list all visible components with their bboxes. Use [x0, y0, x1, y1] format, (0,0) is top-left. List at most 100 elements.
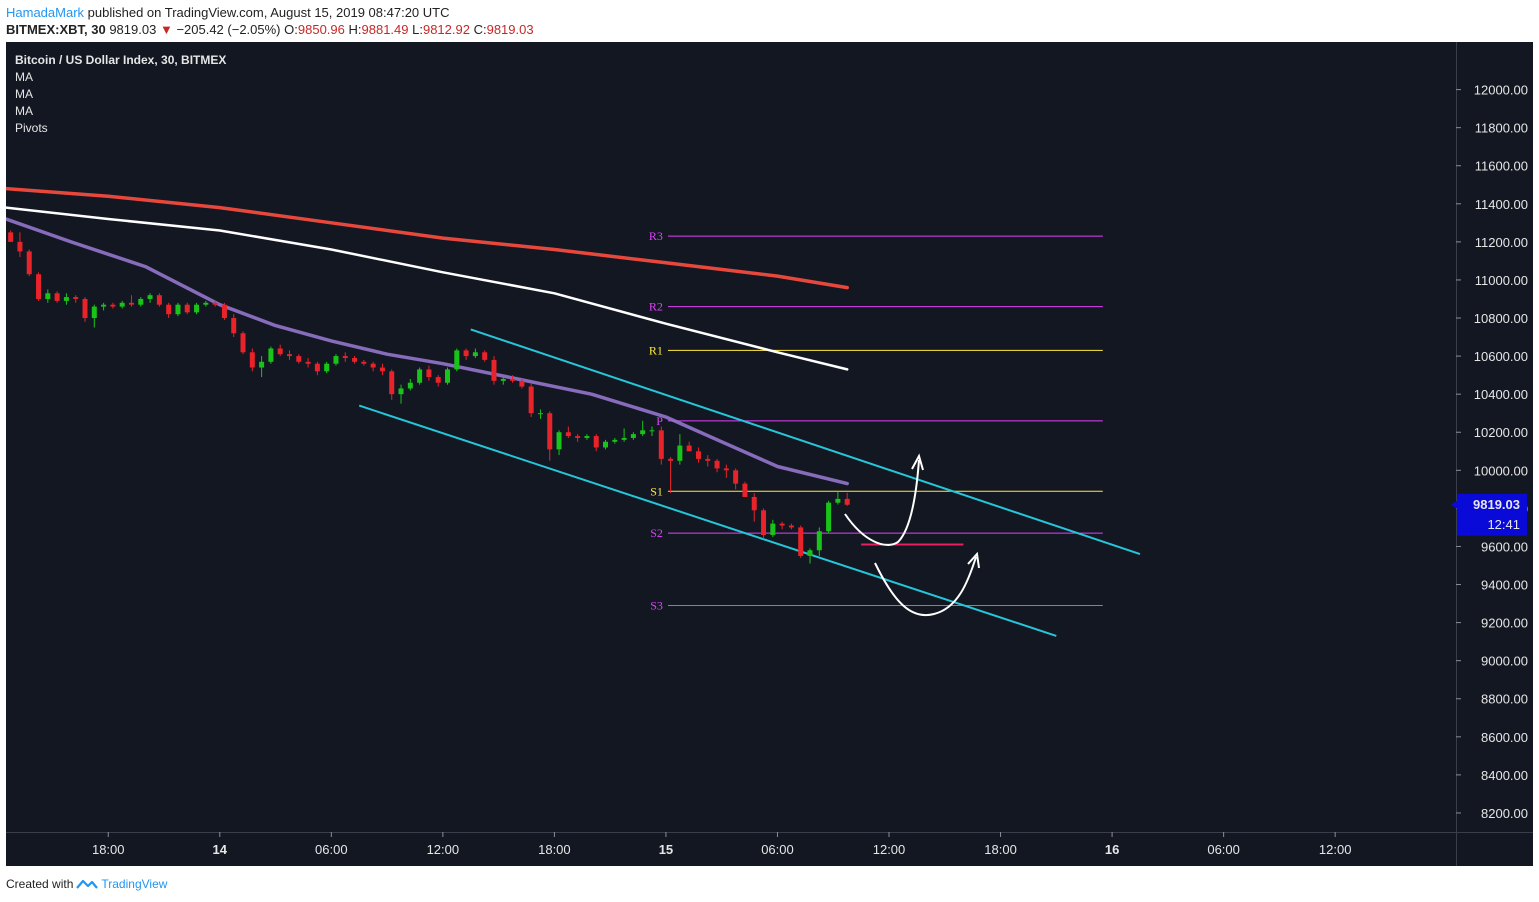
candle-up — [417, 369, 423, 383]
projection-arrow-1 — [844, 459, 920, 546]
candle-down — [491, 359, 497, 381]
last-price-label-pointer — [1451, 500, 1457, 509]
channel-line-lower — [358, 404, 1057, 637]
candle-down — [463, 350, 469, 357]
candle-down — [212, 302, 218, 305]
candle-up — [454, 350, 460, 370]
candle-down — [277, 348, 283, 355]
y-tick-label: 10400.00 — [1474, 387, 1528, 402]
candle-down — [482, 352, 488, 360]
candle-down — [714, 460, 720, 469]
candle-down — [547, 413, 553, 450]
candle-up — [603, 441, 609, 448]
candle-up — [649, 430, 655, 432]
candle-down — [231, 318, 237, 334]
candle-down — [184, 304, 190, 313]
candle-down — [17, 241, 23, 252]
candle-down — [528, 386, 534, 414]
y-tick-label: 8200.00 — [1481, 806, 1528, 821]
pivot-label-s1: S1 — [650, 484, 663, 498]
candle-down — [761, 510, 767, 536]
legend-item-ma-2[interactable]: MA — [15, 87, 33, 101]
candle-down — [435, 377, 441, 383]
created-with-text: Created with — [6, 877, 74, 891]
candle-down — [36, 274, 42, 299]
low-value: 9812.92 — [422, 22, 470, 37]
projection-arrow-1-head — [911, 453, 924, 471]
candle-down — [705, 458, 711, 461]
candle-up — [445, 369, 451, 383]
candle-up — [826, 502, 832, 532]
candle-down — [723, 468, 729, 471]
pivot-label-s3: S3 — [650, 598, 663, 612]
candle-up — [807, 550, 813, 556]
x-tick-label: 18:00 — [538, 842, 571, 857]
chart-legend: Bitcoin / US Dollar Index, 30, BITMEX MA… — [15, 52, 226, 137]
candle-up — [407, 382, 413, 389]
legend-item-ma-1[interactable]: MA — [15, 70, 33, 84]
y-tick-label: 11600.00 — [1475, 159, 1528, 174]
candle-down — [221, 304, 227, 319]
x-tick-label: 12:00 — [427, 842, 460, 857]
x-tick-label: 18:00 — [92, 842, 125, 857]
x-tick-label: 15 — [659, 842, 673, 857]
last-price: 9819.03 — [109, 22, 157, 37]
x-tick-label: 12:00 — [1319, 842, 1352, 857]
tradingview-brand-link[interactable]: TradingView — [101, 877, 168, 891]
channel-line-upper — [470, 328, 1141, 556]
pivot-label-r3: R3 — [649, 229, 663, 243]
y-tick-label: 11800.00 — [1475, 121, 1528, 136]
high-label: H: — [348, 22, 362, 37]
y-tick-label: 10200.00 — [1474, 425, 1528, 440]
candle-up — [640, 430, 646, 435]
candle-up — [268, 348, 274, 362]
candle-up — [556, 432, 562, 450]
candle-up — [472, 352, 478, 357]
candle-down — [695, 451, 701, 459]
open-value: 9850.96 — [297, 22, 345, 37]
legend-title[interactable]: Bitcoin / US Dollar Index, 30, BITMEX — [15, 53, 227, 67]
candle-down — [519, 380, 525, 387]
candle-down — [742, 483, 748, 497]
candle-up — [612, 439, 618, 442]
candle-down — [751, 496, 757, 511]
candle-down — [361, 361, 367, 364]
moving-average-line-3 — [6, 217, 849, 486]
low-label: L: — [412, 22, 423, 37]
candle-down — [593, 436, 599, 448]
publish-header: HamadaMark published on TradingView.com,… — [6, 4, 534, 38]
candle-down — [426, 369, 432, 378]
y-tick-label: 11000.00 — [1475, 273, 1528, 288]
candle-down — [379, 367, 385, 372]
candle-down — [305, 361, 311, 364]
author-link[interactable]: HamadaMark — [6, 5, 85, 20]
candle-down — [788, 525, 794, 528]
high-value: 9881.49 — [361, 22, 409, 37]
chart-canvas[interactable]: 8200.00 8400.00 8600.00 8800.00 9000.00 9200.… — [6, 42, 1533, 866]
moving-average-line-1 — [6, 186, 849, 290]
candle-up — [194, 304, 200, 313]
x-tick-label: 06:00 — [761, 842, 794, 857]
candle-down — [73, 297, 79, 299]
candle-down — [389, 371, 395, 395]
moving-average-line-2 — [6, 206, 849, 371]
y-tick-label: 8400.00 — [1481, 768, 1528, 783]
legend-item-ma-3[interactable]: MA — [15, 104, 33, 118]
y-tick-label: 8800.00 — [1481, 692, 1528, 707]
projection-arrow-2 — [874, 556, 977, 617]
candle-down — [370, 363, 376, 368]
candle-up — [537, 413, 543, 415]
tradingview-logo-icon[interactable] — [76, 878, 99, 890]
y-tick-label: 9400.00 — [1481, 578, 1528, 593]
candle-down — [314, 363, 320, 372]
candle-down — [156, 295, 162, 305]
chart-panel[interactable]: 8200.00 8400.00 8600.00 8800.00 9000.00 9200.… — [6, 42, 1533, 866]
candle-up — [259, 361, 265, 368]
candle-down — [668, 458, 674, 461]
candle-down — [82, 298, 88, 319]
bar-countdown-label: 12:41 — [1487, 517, 1520, 532]
candle-down — [342, 356, 348, 358]
legend-item-pivots[interactable]: Pivots — [15, 121, 48, 135]
candle-up — [138, 298, 144, 305]
candle-down — [510, 378, 516, 381]
